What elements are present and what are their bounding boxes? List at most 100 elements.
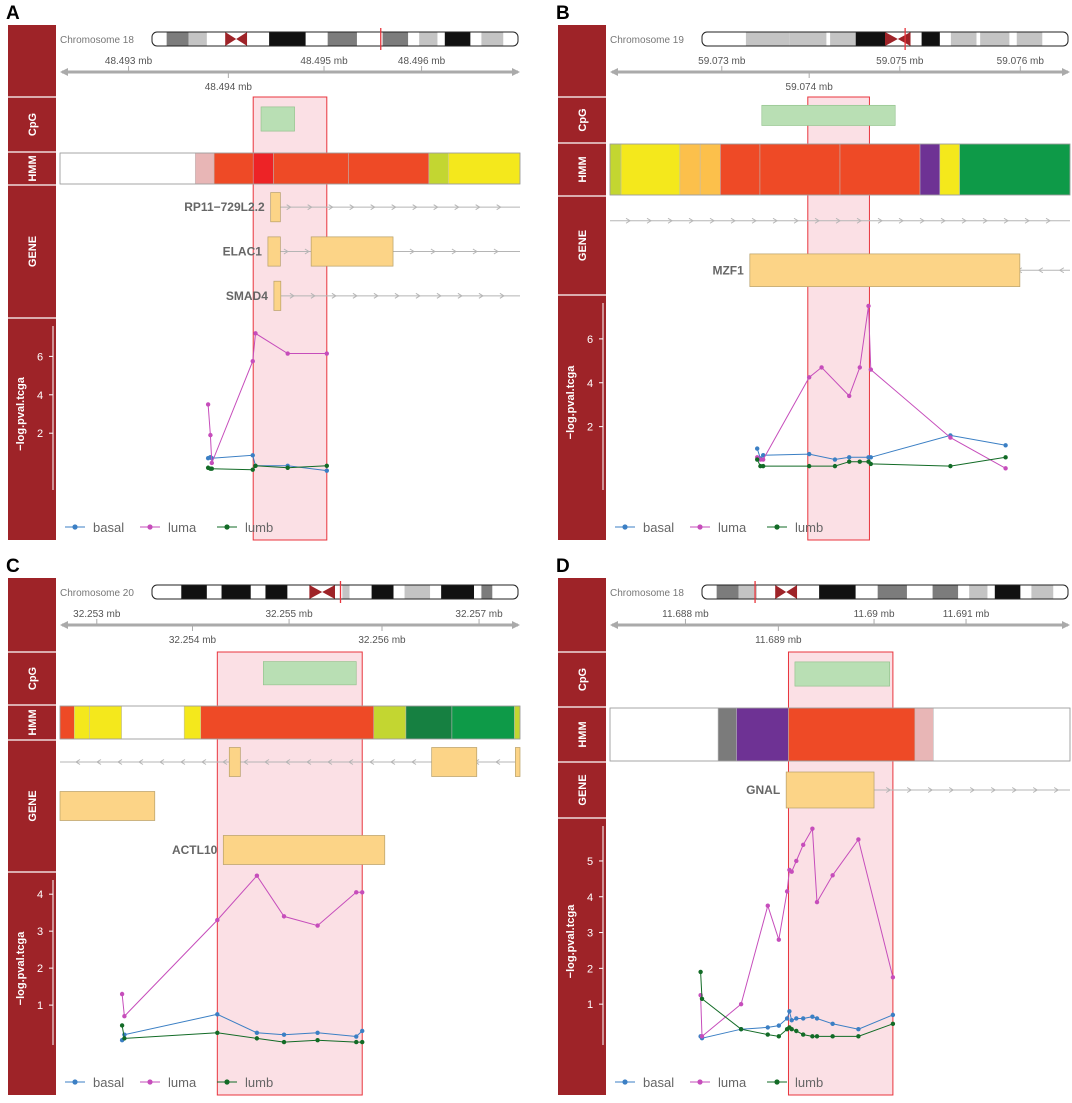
exon-box	[785, 771, 875, 809]
data-point-basal	[856, 1027, 861, 1032]
strand-arrow	[349, 204, 355, 211]
chromosome-band	[1031, 585, 1054, 599]
data-point-lumb	[699, 996, 705, 1001]
data-point-lumb	[948, 463, 953, 469]
data-point-lumb	[354, 1039, 359, 1045]
data-point-basal	[765, 1025, 770, 1030]
strand-arrow	[709, 217, 715, 224]
hmm-segment	[679, 143, 701, 196]
axis-tick-label: 11.69 mb	[854, 609, 895, 620]
strand-arrow	[138, 759, 144, 765]
strand-arrow	[919, 217, 925, 224]
axis-tick-label: 59.075 mb	[876, 56, 924, 67]
chromosome-band	[404, 585, 431, 599]
strand-arrow	[814, 217, 820, 224]
strand-arrow	[243, 759, 249, 765]
sidebar	[558, 25, 606, 540]
data-point-lumb	[890, 1021, 896, 1027]
data-point-luma	[776, 937, 782, 942]
chromosome-band	[250, 585, 266, 599]
hmm-segment	[609, 143, 622, 196]
strand-arrow	[348, 759, 354, 765]
strand-arrow	[310, 292, 316, 299]
legend-label-basal: basal	[643, 1075, 674, 1090]
legend-marker	[147, 1079, 153, 1085]
legend-marker	[697, 1079, 703, 1085]
data-point-luma	[784, 889, 790, 894]
chromosome-band	[481, 585, 493, 599]
chromosome-band	[958, 585, 970, 599]
chromosome-band	[826, 32, 831, 46]
data-point-lumb	[847, 459, 852, 464]
track-label-hmm: HMM	[27, 709, 39, 735]
axis-arrow-right	[512, 621, 520, 629]
exon-box	[310, 236, 394, 267]
axis-tick-label: 11.689 mb	[755, 635, 802, 646]
chromosome-band	[152, 585, 182, 599]
strand-arrow	[496, 204, 502, 211]
chromosome-ideogram	[701, 581, 1069, 603]
hmm-segment	[183, 705, 202, 740]
chromosome-band	[287, 585, 310, 599]
strand-arrow	[222, 759, 228, 765]
chromosome-band	[269, 32, 306, 46]
legend-label-lumb: lumb	[245, 520, 273, 535]
chromosome-band	[327, 32, 357, 46]
chromosome-band	[830, 32, 856, 46]
y-tick-label: 5	[587, 856, 593, 868]
data-point-lumb	[324, 463, 329, 469]
data-point-lumb	[250, 467, 255, 472]
legend-label-luma: luma	[718, 1075, 747, 1090]
data-point-lumb	[830, 1034, 835, 1039]
hmm-segment	[121, 705, 185, 740]
data-point-basal	[847, 455, 852, 460]
data-point-lumb	[315, 1038, 320, 1043]
chromosome-band	[408, 32, 420, 46]
data-point-luma	[948, 435, 953, 440]
chromosome-band	[503, 32, 518, 46]
axis-tick-label: 32.253 mb	[73, 609, 121, 620]
exon-box	[228, 747, 241, 777]
data-point-basal	[1003, 443, 1008, 448]
chromosome-band	[716, 585, 739, 599]
legend-marker	[774, 1079, 780, 1085]
strand-arrow	[1045, 217, 1051, 224]
chromosome-band	[492, 585, 518, 599]
data-point-basal	[832, 457, 838, 462]
chromosome-band	[797, 585, 820, 599]
data-point-basal	[776, 1023, 782, 1028]
hmm-segment	[200, 705, 374, 740]
chromosome-label: Chromosome 18	[60, 35, 134, 46]
data-point-luma	[250, 359, 255, 364]
chromosome-band	[265, 585, 288, 599]
chromosome-band	[382, 32, 409, 46]
chromosome-band	[994, 585, 1021, 599]
data-point-lumb	[209, 466, 214, 471]
chromosome-band	[976, 32, 981, 46]
strand-arrow	[751, 217, 757, 224]
axis-tick-label: 48.495 mb	[300, 56, 348, 67]
legend-label-basal: basal	[643, 520, 674, 535]
panel-letter: A	[6, 3, 20, 24]
strand-arrow	[969, 787, 976, 793]
hmm-segment	[348, 152, 430, 185]
chromosome-band	[1009, 32, 1017, 46]
data-point-lumb	[832, 463, 838, 469]
legend-label-lumb: lumb	[795, 1075, 823, 1090]
exon-box	[749, 253, 1021, 287]
strand-arrow	[352, 292, 358, 299]
hmm-segment	[373, 705, 407, 740]
strand-arrow	[948, 787, 955, 793]
chromosome-label: Chromosome 19	[610, 35, 684, 46]
hmm-segment	[699, 143, 721, 196]
strand-arrow	[264, 759, 270, 765]
axis-arrow-left	[60, 68, 68, 76]
strand-arrow	[688, 217, 694, 224]
ideogram-outline	[151, 31, 519, 47]
data-point-luma	[699, 1034, 705, 1039]
panel-d: D CpG HMM GENE Chromosome 18 11.688 mb 11.69 m…	[556, 556, 1071, 1096]
legend: basal luma lumb	[615, 1075, 823, 1090]
data-point-luma	[819, 365, 824, 370]
strand-arrow	[1058, 267, 1065, 274]
hmm-outline	[609, 707, 1071, 762]
